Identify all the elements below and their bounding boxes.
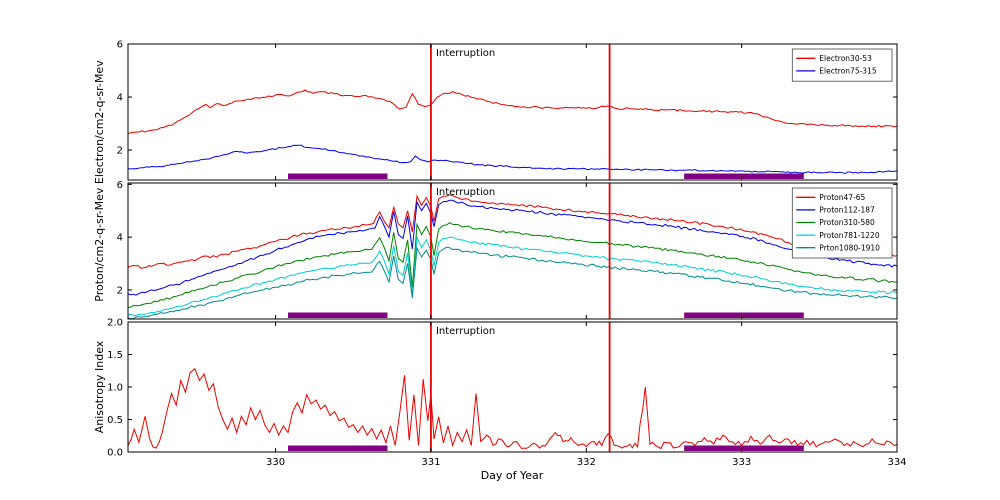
x-tick-label: 332 <box>577 457 596 468</box>
y-tick-label: 6 <box>117 40 123 51</box>
event-bar <box>288 445 388 451</box>
series-AnisotropyIndex <box>128 367 897 450</box>
panel-background <box>128 322 897 452</box>
series-Electron75-315 <box>128 144 897 175</box>
panel-border <box>127 43 898 181</box>
series-Proton781-1220 <box>128 235 897 317</box>
legend-label: Proton310-580 <box>819 218 875 227</box>
x-tick-label: 333 <box>732 457 751 468</box>
y-tick-label: 2 <box>117 146 123 157</box>
legend-box <box>791 48 893 82</box>
series-group <box>128 194 897 319</box>
series-Proton47-65 <box>128 194 897 269</box>
y-tick-label: 6 <box>117 180 123 191</box>
series-Electron30-53 <box>128 89 897 135</box>
panels-group: Interruption 2 4 6 Electron30-53 Electron75-3… <box>107 40 906 469</box>
interruption-label: Interruption <box>436 48 495 59</box>
y-tick-label: 4 <box>117 93 123 104</box>
series-Proton112-187 <box>128 199 897 296</box>
y-axis-label-anisotropy: Anisotropy Index <box>93 340 106 433</box>
event-bar <box>288 312 388 318</box>
panel-background <box>128 183 897 319</box>
y-tick-label: 2.0 <box>107 318 123 329</box>
panel-border <box>127 182 898 320</box>
panel-electron-flux: Interruption 2 4 6 Electron30-53 Electron75-3… <box>117 40 898 181</box>
legend-label: Proton112-187 <box>819 206 875 215</box>
legend-label: Proton47-65 <box>819 193 865 202</box>
event-bar <box>684 445 804 451</box>
interruption-label: Interruption <box>436 187 495 198</box>
panel-background <box>128 44 897 180</box>
y-tick-label: 1.0 <box>107 383 123 394</box>
ticks <box>128 43 898 180</box>
x-tick-label: 334 <box>887 457 906 468</box>
y-tick-label: 1.5 <box>107 350 123 361</box>
x-tick-label: 330 <box>266 457 285 468</box>
event-bar <box>288 173 388 179</box>
y-tick-label: 0.5 <box>107 415 123 426</box>
panel-proton-flux: Interruption+246Proton47-65Proton112-187… <box>117 180 898 320</box>
legend-label: Proton781-1220 <box>819 231 880 240</box>
x-axis-label: Day of Year <box>481 469 544 482</box>
series-Proton310-580 <box>128 221 897 308</box>
legend-label: Electron75-315 <box>819 67 877 76</box>
series-group <box>128 89 897 175</box>
event-bar <box>684 312 804 318</box>
legend-label: Electron30-53 <box>819 54 872 63</box>
legend: Electron30-53 Electron75-315 <box>791 48 893 82</box>
x-tick-label: 331 <box>421 457 440 468</box>
series-Prton1080-1910 <box>128 246 897 319</box>
legend-label: Prton1080-1910 <box>819 243 880 252</box>
y-tick-label: 4 <box>117 233 123 244</box>
y-axis-label-flux: Proton/cm2-q-sr-Mev Electron/cm2-q-sr-Me… <box>93 60 106 302</box>
series-group <box>128 367 897 450</box>
ticks <box>128 183 898 319</box>
y-tick-label: 0.0 <box>107 448 123 459</box>
ticks <box>128 321 898 453</box>
event-bar <box>684 173 804 179</box>
interruption-label: Interruption <box>436 326 495 337</box>
legend: Proton47-65 Proton112-187 Proton310-580 Pro… <box>791 187 893 259</box>
y-tick-label: 2 <box>117 285 123 296</box>
panel-anisotropy: Interruption 330 331 332 333 334 0.0 0.5 1.0 1.5 2… <box>107 318 906 469</box>
